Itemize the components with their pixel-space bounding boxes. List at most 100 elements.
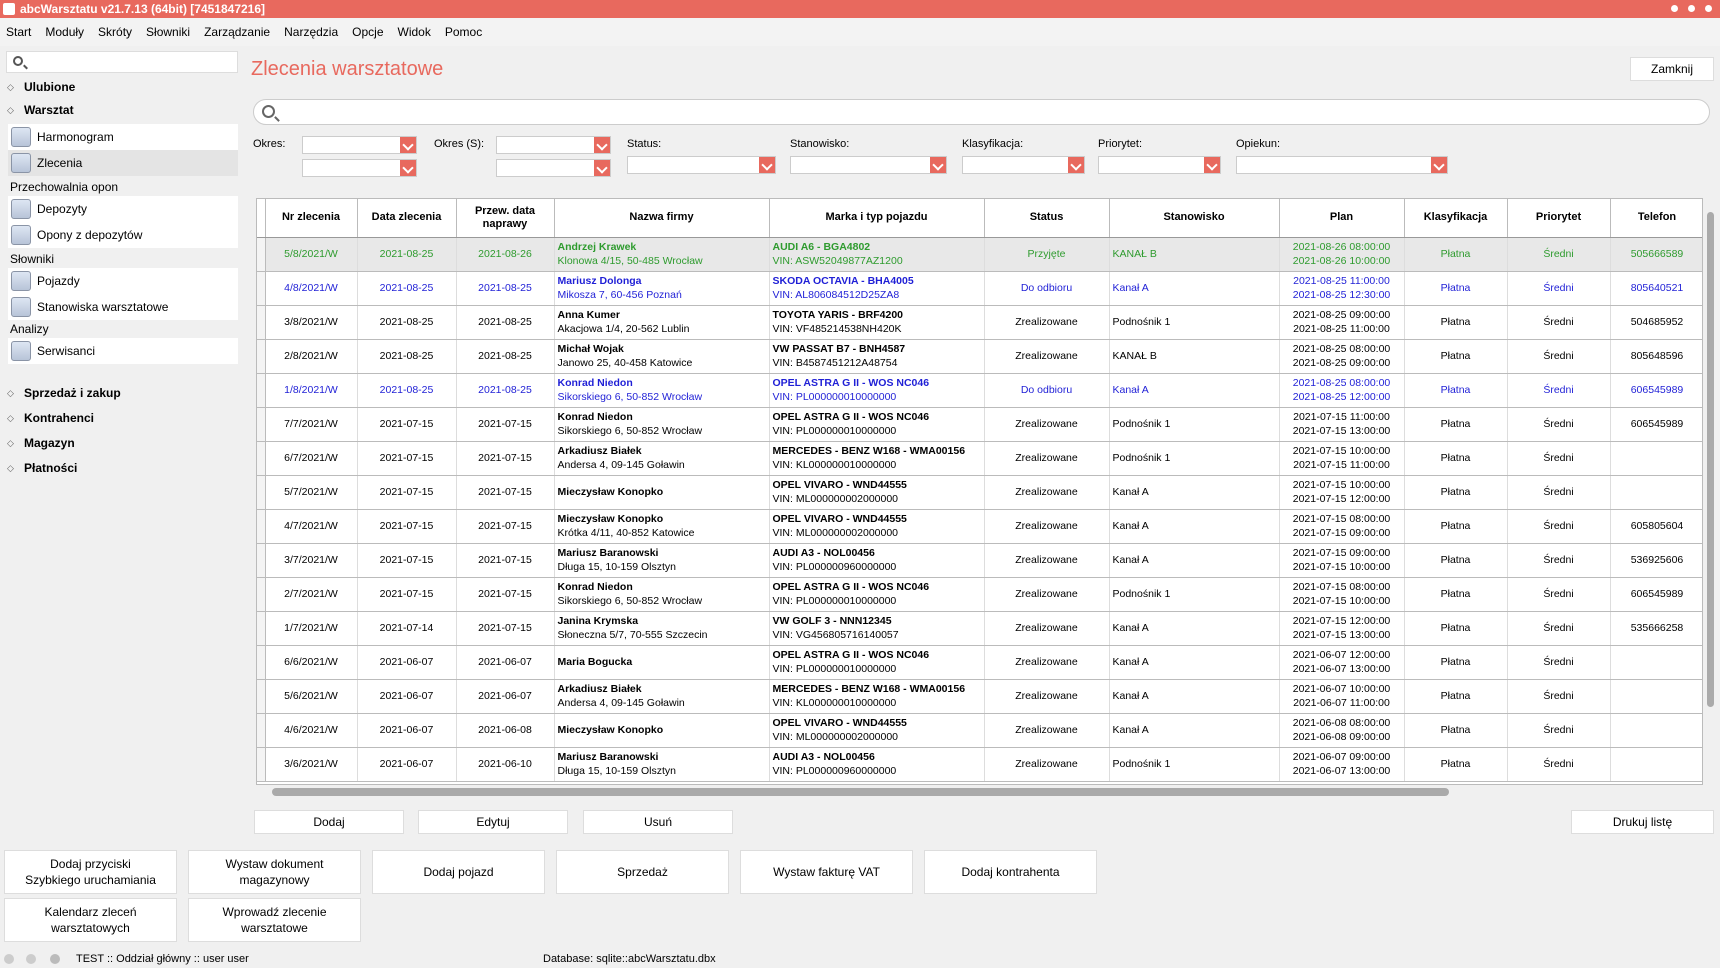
okres-to-select[interactable]: [302, 159, 417, 177]
company-name: Mariusz Baranowski: [557, 547, 659, 559]
menu-slowniki[interactable]: Słowniki: [146, 25, 191, 39]
col-pojazd[interactable]: Marka i typ pojazdu: [769, 199, 985, 238]
section-platnosci[interactable]: ◇ Płatności: [0, 457, 240, 479]
maximize-icon[interactable]: [1688, 5, 1695, 12]
col-plan[interactable]: Plan: [1279, 199, 1405, 238]
table-row[interactable]: 5/8/2021/W 2021-08-25 2021-08-26 Andrzej Kr…: [257, 237, 1702, 272]
section-sprzedaz[interactable]: ◇ Sprzedaż i zakup: [0, 382, 240, 404]
table-row[interactable]: 5/6/2021/W 2021-06-07 2021-06-07 Arkadiusz …: [257, 679, 1702, 714]
stanowisko-select[interactable]: [790, 156, 947, 174]
quick-calendar-button[interactable]: Kalendarz zleceń warsztatowych: [4, 898, 177, 942]
klasyfikacja-select[interactable]: [962, 156, 1085, 174]
quick-add-vehicle-button[interactable]: Dodaj pojazd: [372, 850, 545, 894]
vehicle-name: MERCEDES - BENZ W168 - WMA00156: [772, 445, 966, 457]
table-row[interactable]: 4/8/2021/W 2021-08-25 2021-08-25 Mariusz Do…: [257, 271, 1702, 306]
vehicle-vin: VIN: PL000000960000000: [772, 765, 897, 777]
col-stanowisko[interactable]: Stanowisko: [1109, 199, 1280, 238]
opiekun-select[interactable]: [1236, 156, 1448, 174]
table-row[interactable]: 3/6/2021/W 2021-06-07 2021-06-10 Mariusz Ba…: [257, 747, 1702, 782]
menu-narzedzia[interactable]: Narzędzia: [284, 25, 339, 39]
col-przew[interactable]: Przew. data naprawy: [456, 199, 555, 238]
vehicle-name: VW PASSAT B7 - BNH4587: [772, 343, 906, 355]
table-row[interactable]: 2/7/2021/W 2021-07-15 2021-07-15 Konrad Nie…: [257, 577, 1702, 612]
col-klasyfikacja[interactable]: Klasyfikacja: [1404, 199, 1508, 238]
menu-skroty[interactable]: Skróty: [98, 25, 133, 39]
chevron-down-icon: [1204, 157, 1220, 173]
quick-sale-button[interactable]: Sprzedaż: [556, 850, 729, 894]
section-ulubione[interactable]: ◇ Ulubione: [0, 76, 240, 98]
table-row[interactable]: 6/7/2021/W 2021-07-15 2021-07-15 Arkadiusz …: [257, 441, 1702, 476]
sidebar-search-input[interactable]: [6, 51, 238, 73]
menu-zarzadzanie[interactable]: Zarządzanie: [204, 25, 271, 39]
close-window-icon[interactable]: [1705, 5, 1712, 12]
table-row[interactable]: 1/7/2021/W 2021-07-14 2021-07-15 Janina Kry…: [257, 611, 1702, 646]
vehicle-name: VW GOLF 3 - NNN12345: [772, 615, 892, 627]
menu-opcje[interactable]: Opcje: [352, 25, 384, 39]
vehicle-name: SKODA OCTAVIA - BHA4005: [772, 275, 914, 287]
row-handle: [257, 611, 266, 646]
sidebar-item-pojazdy[interactable]: Pojazdy: [8, 268, 238, 294]
cell-status: Zrealizowane: [984, 713, 1110, 748]
okres-from-select[interactable]: [302, 136, 417, 154]
scroll-thumb[interactable]: [1707, 212, 1714, 707]
quick-add-shortcuts-button[interactable]: Dodaj przyciski Szybkiego uruchamiania: [4, 850, 177, 894]
cell-firma: Konrad Niedon Sikorskiego 6, 50-852 Wrocł…: [554, 407, 770, 442]
menu-moduly[interactable]: Moduły: [45, 25, 85, 39]
sidebar-item-stanowiska[interactable]: Stanowiska warsztatowe: [8, 294, 238, 320]
menu-pomoc[interactable]: Pomoc: [444, 25, 483, 39]
quick-vat-invoice-button[interactable]: Wystaw fakturę VAT: [740, 850, 913, 894]
row-handle: [257, 509, 266, 544]
table-row[interactable]: 7/7/2021/W 2021-07-15 2021-07-15 Konrad Nie…: [257, 407, 1702, 442]
cell-klasyfikacja: Płatna: [1404, 441, 1508, 476]
section-warsztat[interactable]: ◇ Warsztat: [0, 99, 240, 121]
close-button[interactable]: Zamknij: [1630, 57, 1714, 81]
search-input[interactable]: [253, 99, 1710, 125]
minimize-icon[interactable]: [1671, 5, 1678, 12]
sidebar-item-opony[interactable]: Opony z depozytów: [8, 222, 238, 248]
cell-telefon: 606545989: [1610, 373, 1702, 408]
table-row[interactable]: 6/6/2021/W 2021-06-07 2021-06-07 Maria Bogu…: [257, 645, 1702, 680]
okres-s-to-select[interactable]: [496, 159, 611, 177]
section-kontrahenci[interactable]: ◇ Kontrahenci: [0, 407, 240, 429]
col-telefon[interactable]: Telefon: [1610, 199, 1702, 238]
quick-new-order-button[interactable]: Wprowadź zlecenie warsztatowe: [188, 898, 361, 942]
table-row[interactable]: 3/7/2021/W 2021-07-15 2021-07-15 Mariusz Ba…: [257, 543, 1702, 578]
vertical-scrollbar[interactable]: [1703, 198, 1718, 785]
cell-plan: 2021-06-07 09:00:00 2021-06-07 13:00:00: [1279, 747, 1405, 782]
quick-warehouse-doc-button[interactable]: Wystaw dokument magazynowy: [188, 850, 361, 894]
edit-button[interactable]: Edytuj: [418, 810, 568, 834]
cell-klasyfikacja: Płatna: [1404, 577, 1508, 612]
col-firma[interactable]: Nazwa firmy: [554, 199, 770, 238]
okres-s-from-select[interactable]: [496, 136, 611, 154]
sidebar-item-depozyty[interactable]: Depozyty: [8, 196, 238, 222]
priorytet-select[interactable]: [1098, 156, 1221, 174]
table-row[interactable]: 2/8/2021/W 2021-08-25 2021-08-25 Michał Woj…: [257, 339, 1702, 374]
filter-label-klasyfikacja: Klasyfikacja:: [962, 138, 1024, 150]
company-address: Akacjowa 1/4, 20-562 Lublin: [557, 323, 690, 335]
menu-widok[interactable]: Widok: [397, 25, 431, 39]
section-magazyn[interactable]: ◇ Magazyn: [0, 432, 240, 454]
col-status[interactable]: Status: [984, 199, 1110, 238]
print-list-button[interactable]: Drukuj listę: [1571, 810, 1714, 834]
sidebar-item-serwisanci[interactable]: Serwisanci: [8, 338, 238, 364]
add-button[interactable]: Dodaj: [254, 810, 404, 834]
menu-start[interactable]: Start: [6, 25, 32, 39]
table-row[interactable]: 4/6/2021/W 2021-06-07 2021-06-08 Mieczysław…: [257, 713, 1702, 748]
col-data[interactable]: Data zlecenia: [357, 199, 457, 238]
table-row[interactable]: 3/8/2021/W 2021-08-25 2021-08-25 Anna Kumer…: [257, 305, 1702, 340]
cell-pojazd: OPEL VIVARO - WND44555 VIN: ML00000000200…: [769, 713, 985, 748]
tools-icon: [11, 153, 31, 173]
status-select[interactable]: [627, 156, 776, 174]
cell-przew: 2021-06-07: [456, 645, 555, 680]
quick-add-contractor-button[interactable]: Dodaj kontrahenta: [924, 850, 1097, 894]
horizontal-scrollbar[interactable]: [256, 785, 1703, 799]
table-row[interactable]: 5/7/2021/W 2021-07-15 2021-07-15 Mieczysław…: [257, 475, 1702, 510]
col-nr[interactable]: Nr zlecenia: [265, 199, 358, 238]
col-priorytet[interactable]: Priorytet: [1507, 199, 1611, 238]
sidebar-item-harmonogram[interactable]: Harmonogram: [8, 124, 238, 150]
table-row[interactable]: 4/7/2021/W 2021-07-15 2021-07-15 Mieczysław…: [257, 509, 1702, 544]
table-row[interactable]: 1/8/2021/W 2021-08-25 2021-08-25 Konrad Nie…: [257, 373, 1702, 408]
scroll-thumb[interactable]: [272, 788, 1449, 796]
sidebar-item-zlecenia[interactable]: Zlecenia: [8, 150, 238, 176]
delete-button[interactable]: Usuń: [583, 810, 733, 834]
